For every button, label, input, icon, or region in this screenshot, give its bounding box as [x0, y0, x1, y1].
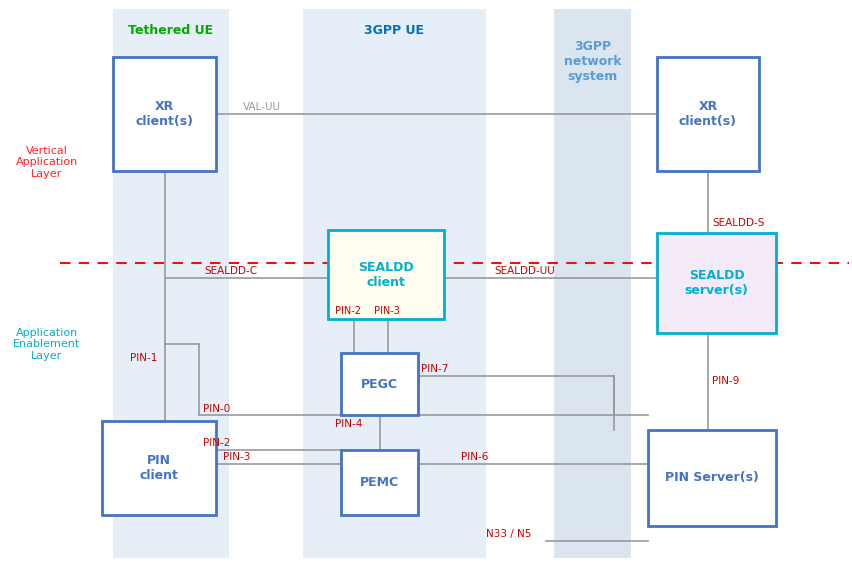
Bar — [341, 353, 417, 415]
Text: PIN-2: PIN-2 — [203, 438, 230, 448]
Text: Application
Enablement
Layer: Application Enablement Layer — [14, 328, 80, 361]
Text: PIN-2: PIN-2 — [335, 306, 360, 316]
Text: SEALDD
client: SEALDD client — [358, 261, 413, 288]
Text: PIN-9: PIN-9 — [711, 376, 739, 386]
Bar — [656, 57, 758, 171]
Text: PEMC: PEMC — [360, 476, 399, 489]
Text: PIN
client: PIN client — [140, 454, 178, 482]
Bar — [648, 430, 775, 526]
Bar — [302, 9, 486, 558]
Bar — [102, 421, 216, 515]
Bar — [341, 450, 417, 515]
Bar — [113, 9, 228, 558]
Text: PIN-0: PIN-0 — [203, 403, 230, 414]
Text: PIN-3: PIN-3 — [373, 306, 399, 316]
Text: PIN Server(s): PIN Server(s) — [665, 472, 758, 484]
Text: SEALDD-UU: SEALDD-UU — [494, 266, 555, 277]
Text: 3GPP
network
system: 3GPP network system — [563, 40, 621, 83]
Bar — [328, 230, 443, 319]
Text: Tethered UE: Tethered UE — [128, 24, 213, 37]
Text: XR
client(s): XR client(s) — [678, 100, 736, 128]
Text: PIN-7: PIN-7 — [421, 364, 448, 374]
Text: PIN-3: PIN-3 — [223, 452, 250, 462]
Text: PIN-6: PIN-6 — [460, 452, 487, 462]
Text: VAL-UU: VAL-UU — [243, 102, 281, 112]
Text: XR
client(s): XR client(s) — [135, 100, 193, 128]
Text: SEALDD
server(s): SEALDD server(s) — [684, 269, 747, 297]
Text: SEALDD-C: SEALDD-C — [204, 266, 257, 277]
Text: PIN-4: PIN-4 — [335, 419, 362, 429]
Text: N33 / N5: N33 / N5 — [486, 529, 531, 539]
Bar — [656, 233, 775, 333]
Text: PIN-1: PIN-1 — [130, 353, 157, 364]
Text: Vertical
Application
Layer: Vertical Application Layer — [16, 146, 78, 179]
Text: PEGC: PEGC — [360, 378, 398, 390]
Bar — [554, 9, 630, 558]
Text: 3GPP UE: 3GPP UE — [364, 24, 423, 37]
Bar — [113, 57, 216, 171]
Text: SEALDD-S: SEALDD-S — [711, 218, 763, 228]
